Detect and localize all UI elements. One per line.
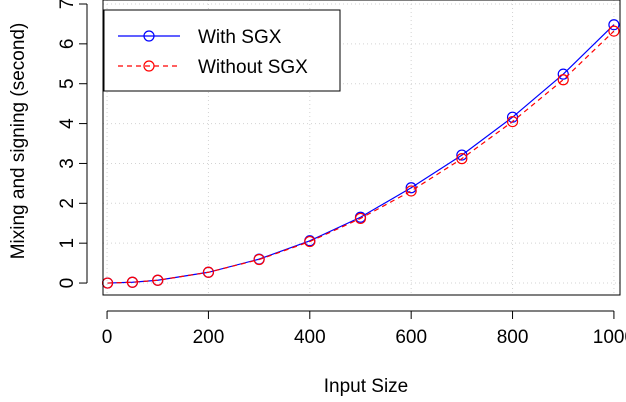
plot-area-frame [102,0,621,296]
x-tick-label: 800 [497,327,529,348]
legend-marker-without-sgx [143,60,155,72]
y-tick-label: 0 [57,278,78,289]
data-point-without-sgx [608,25,620,37]
data-point-without-sgx [152,274,164,286]
y-tick-label: 7 [57,0,78,9]
data-point-without-sgx [405,185,417,197]
data-point-without-sgx [354,212,367,225]
y-axis-label: Mixing and signing (second) [8,23,29,260]
series-line-without-sgx [107,30,615,284]
legend-label-without-sgx: Without SGX [198,57,308,78]
legend-entry-without-sgx: Without SGX [118,57,308,78]
data-point-without-sgx [506,115,519,128]
legend: With SGX Without SGX [103,9,341,92]
y-tick-label: 1 [57,238,78,249]
data-point-without-sgx [304,235,316,248]
y-tick-label: 2 [57,198,78,209]
x-tick-label: 600 [395,327,427,348]
data-point-without-sgx [456,153,468,165]
legend-entry-with-sgx: With SGX [118,27,282,48]
y-tick-label: 3 [57,158,78,169]
y-tick-label: 4 [57,118,78,129]
x-axis-label: Input Size [324,376,409,397]
data-point-without-sgx [557,74,569,86]
y-tick-label: 5 [57,78,78,89]
legend-marker-with-sgx [143,30,155,42]
series-layer [101,19,620,289]
data-point-without-sgx [126,276,138,288]
x-tick-label: 0 [102,327,113,348]
x-tick-label: 200 [193,327,225,348]
y-tick-label: 6 [57,39,78,50]
data-point-without-sgx [253,253,265,266]
legend-label-with-sgx: With SGX [198,27,282,48]
data-point-without-sgx [202,266,215,278]
legend-box [103,9,341,92]
x-tick-label: 400 [294,327,326,348]
data-point-with-sgx [608,19,620,31]
